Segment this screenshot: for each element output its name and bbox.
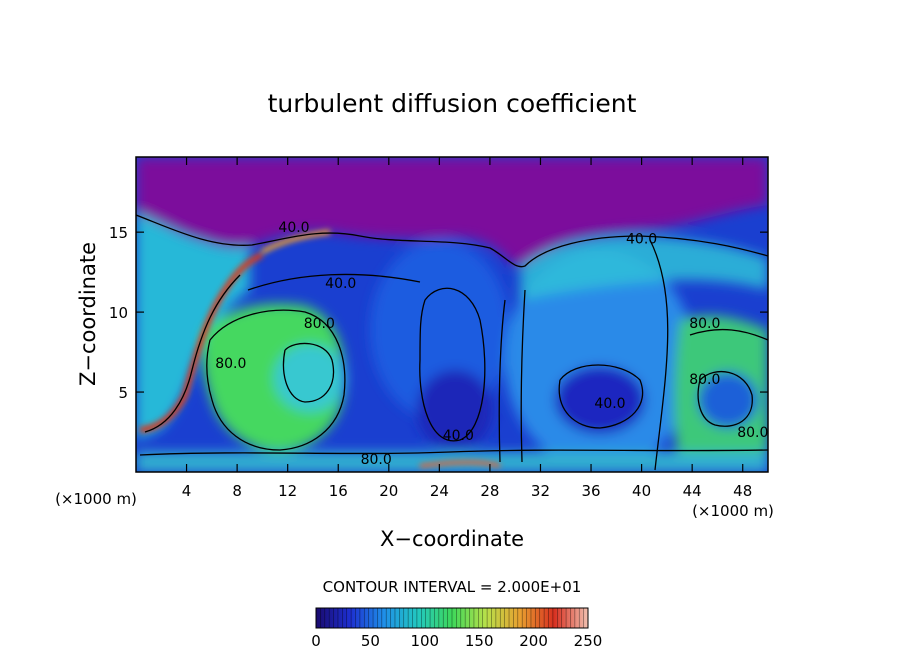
field-left-band xyxy=(136,212,250,440)
field-mid-eddy xyxy=(370,240,510,420)
contour-interval-text: CONTOUR INTERVAL = 2.000E+01 xyxy=(323,578,582,596)
contour-line xyxy=(144,274,241,433)
x-tick-label: 20 xyxy=(379,482,398,500)
x-tick-label: 48 xyxy=(733,482,752,500)
x-axis-ticks: 4 8 12 16 20 24 28 32 36 40 44 48 xyxy=(182,157,752,500)
colorbar-tick-label: 150 xyxy=(465,632,494,650)
contour-line xyxy=(520,289,526,463)
contour-label: 80.0 xyxy=(689,316,720,332)
chart-title: turbulent diffusion coefficient xyxy=(268,89,637,118)
y-tick-label: 5 xyxy=(118,384,128,402)
contour-line xyxy=(558,364,644,429)
contour-line xyxy=(498,299,506,463)
field-green-cell xyxy=(202,303,345,451)
y-tick-label: 15 xyxy=(109,224,128,242)
contour-label: 40.0 xyxy=(594,396,625,412)
colorbar-tick-label: 200 xyxy=(519,632,548,650)
colorbar-stripes xyxy=(320,608,584,628)
heatmap-field xyxy=(136,157,768,472)
colorbar-tick-label: 250 xyxy=(574,632,603,650)
field-dark-core-right xyxy=(555,366,645,434)
x-tick-label: 44 xyxy=(683,482,702,500)
x-unit-left: (×1000 m) xyxy=(55,490,137,508)
plot-frame xyxy=(135,156,769,473)
contour-line xyxy=(282,342,334,403)
x-tick-label: 16 xyxy=(329,482,348,500)
x-axis-label: X−coordinate xyxy=(380,527,524,551)
contour-lines xyxy=(136,214,768,471)
contour-label: 80.0 xyxy=(689,372,720,388)
contour-line xyxy=(136,214,768,268)
y-axis-ticks: 5 10 15 xyxy=(109,224,768,402)
field-hot-streak-bottom xyxy=(419,460,501,468)
x-tick-label: 12 xyxy=(278,482,297,500)
colorbar-ticks: 0 50 100 150 200 250 xyxy=(311,632,602,650)
contour-line xyxy=(139,449,768,456)
x-tick-label: 40 xyxy=(632,482,651,500)
field-dark-core-mid xyxy=(417,370,493,450)
contour-label: 80.0 xyxy=(737,425,768,441)
colorbar-tick-label: 50 xyxy=(361,632,380,650)
contour-label: 40.0 xyxy=(443,428,474,444)
x-tick-label: 32 xyxy=(531,482,550,500)
contour-line xyxy=(247,273,421,291)
colorbar: 0 50 100 150 200 250 xyxy=(311,607,602,650)
colorbar-tick-label: 0 xyxy=(311,632,321,650)
x-tick-label: 8 xyxy=(232,482,242,500)
contour-label: 40.0 xyxy=(325,276,356,292)
contour-label: 80.0 xyxy=(215,356,246,372)
x-tick-label: 24 xyxy=(430,482,449,500)
x-unit-right: (×1000 m) xyxy=(692,502,774,520)
colorbar-frame xyxy=(315,607,589,629)
field-upper-layer xyxy=(136,157,768,266)
contour-line xyxy=(649,239,669,471)
x-tick-label: 4 xyxy=(182,482,192,500)
colorbar-tick-label: 100 xyxy=(410,632,439,650)
x-tick-label: 28 xyxy=(480,482,499,500)
field-right-eddy xyxy=(505,250,695,470)
contour-label: 80.0 xyxy=(304,316,335,332)
contour-line xyxy=(419,287,486,442)
field-upper-cyan xyxy=(520,236,768,300)
field-right-blue-core xyxy=(698,372,758,428)
contour-line xyxy=(697,371,753,427)
contour-label: 40.0 xyxy=(278,220,309,236)
y-tick-label: 10 xyxy=(109,304,128,322)
contour-label: 40.0 xyxy=(626,231,657,247)
contour-line xyxy=(689,328,768,341)
x-tick-label: 36 xyxy=(581,482,600,500)
contour-label: 80.0 xyxy=(361,452,392,468)
contour-labels: 40.0 40.0 80.0 80.0 40.0 40.0 40.0 80.0 80.0 80.0… xyxy=(215,220,768,468)
contour-line xyxy=(206,309,346,451)
y-axis-label: Z−coordinate xyxy=(76,242,100,386)
